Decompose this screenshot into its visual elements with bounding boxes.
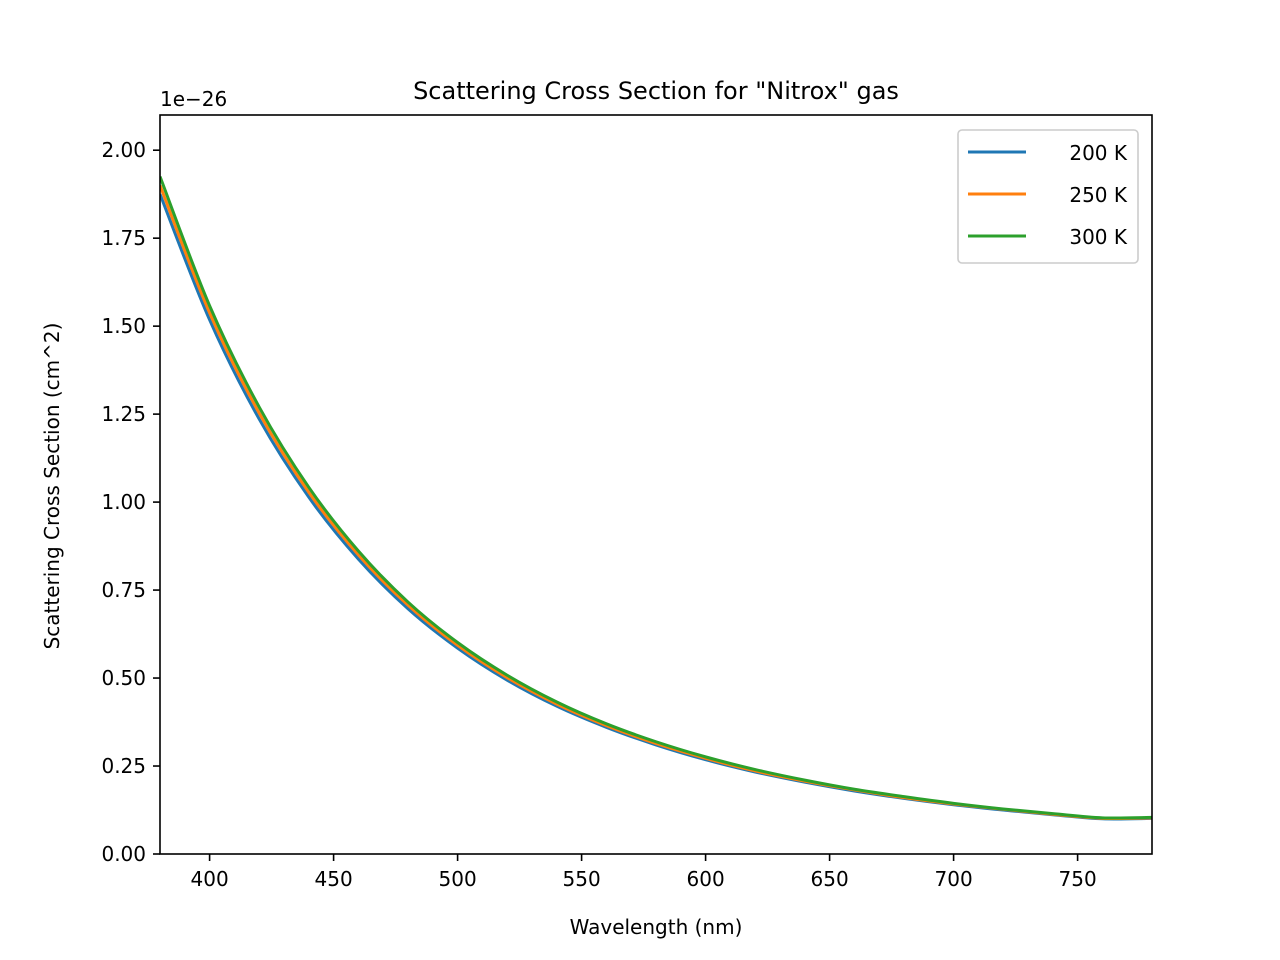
y-tick-label: 2.00 (101, 138, 146, 162)
y-tick-label: 1.00 (101, 490, 146, 514)
axes-frame (159, 114, 1153, 855)
chart-title: Scattering Cross Section for "Nitrox" ga… (413, 77, 899, 105)
y-tick-label: 0.75 (101, 578, 146, 602)
legend-label-0: 200 K (1069, 141, 1128, 165)
y-axis-label: Scattering Cross Section (cm^2) (40, 323, 64, 650)
y-tick-label: 1.25 (101, 402, 146, 426)
y-offset-label: 1e−26 (160, 87, 227, 111)
y-tick-label: 1.50 (101, 314, 146, 338)
x-tick-label: 450 (315, 867, 353, 891)
legend-label-1: 250 K (1069, 183, 1128, 207)
plot-area (160, 176, 1152, 821)
legend: 200 K 250 K 300 K (957, 129, 1139, 264)
x-tick-label: 550 (563, 867, 601, 891)
x-tick-label: 400 (191, 867, 229, 891)
series-line-2 (160, 176, 1152, 820)
x-tick-label: 750 (1059, 867, 1097, 891)
x-tick-label: 700 (935, 867, 973, 891)
x-tick-label: 600 (687, 867, 725, 891)
legend-label-2: 300 K (1069, 225, 1128, 249)
y-tick-label: 0.50 (101, 666, 146, 690)
legend-frame (957, 129, 1139, 264)
y-tick-label: 1.75 (101, 226, 146, 250)
x-axis: 400 450 500 550 600 650 700 750 (191, 854, 1097, 891)
y-tick-label: 0.25 (101, 754, 146, 778)
y-axis: 0.00 0.25 0.50 0.75 1.00 1.25 1.50 1.75 2.00 (101, 138, 160, 866)
y-tick-label: 0.00 (101, 842, 146, 866)
x-axis-label: Wavelength (nm) (570, 915, 743, 939)
x-tick-label: 500 (439, 867, 477, 891)
x-tick-label: 650 (811, 867, 849, 891)
